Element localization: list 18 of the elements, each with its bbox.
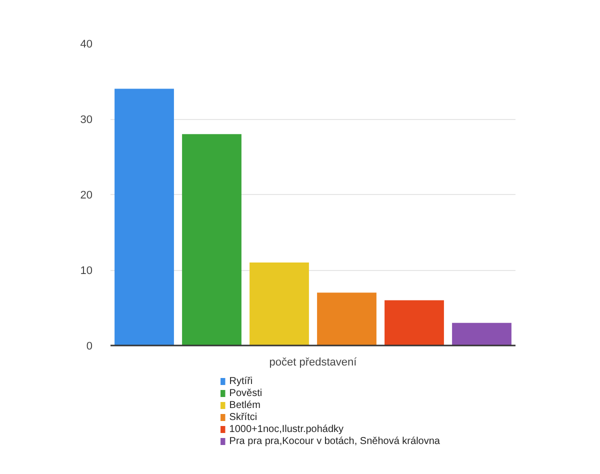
- legend-label: Pověsti: [229, 388, 262, 399]
- bar: [384, 300, 444, 346]
- x-tick-label: počet představení: [269, 356, 358, 368]
- legend-label: Skřítci: [229, 412, 258, 423]
- bar: [317, 292, 376, 346]
- y-tick-label: 10: [80, 265, 93, 277]
- legend-label: Pra pra pra,Kocour v botách, Sněhová královna: [229, 436, 440, 447]
- bar: [182, 134, 242, 346]
- legend-label: Betlém: [229, 400, 260, 411]
- legend-label: 1000+1noc,Ilustr.pohádky: [229, 424, 344, 435]
- y-tick-label: 30: [80, 114, 93, 126]
- legend-label: Rytíři: [229, 376, 253, 387]
- y-tick-label: 20: [80, 190, 93, 202]
- bar: [114, 88, 174, 346]
- bar: [250, 262, 309, 346]
- y-tick-label: 40: [80, 38, 93, 50]
- bar: [452, 322, 512, 346]
- y-tick-label: 0: [86, 340, 93, 352]
